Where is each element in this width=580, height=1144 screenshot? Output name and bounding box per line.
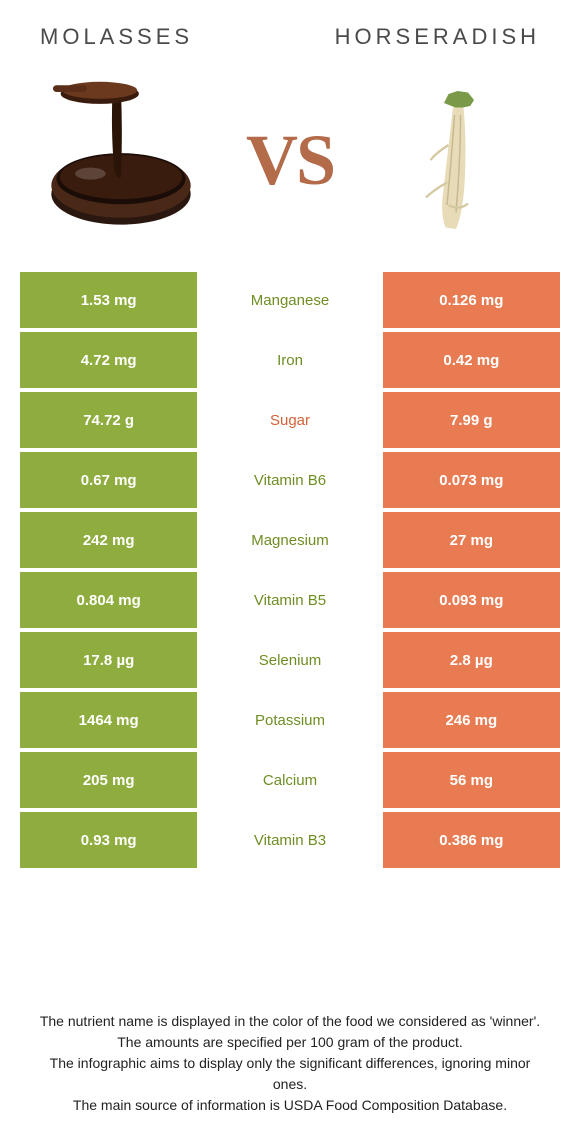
left-value: 4.72 mg	[20, 332, 197, 388]
vs-label: VS	[246, 124, 334, 196]
right-value: 0.386 mg	[383, 812, 560, 868]
left-value: 17.8 µg	[20, 632, 197, 688]
left-value: 0.804 mg	[20, 572, 197, 628]
nutrient-label: Potassium	[201, 692, 378, 748]
left-value: 205 mg	[20, 752, 197, 808]
right-value: 0.073 mg	[383, 452, 560, 508]
left-value: 0.67 mg	[20, 452, 197, 508]
footer-line-2: The amounts are specified per 100 gram o…	[34, 1032, 546, 1053]
left-value: 1464 mg	[20, 692, 197, 748]
right-food-title: Horseradish	[335, 24, 540, 50]
nutrient-label: Vitamin B5	[201, 572, 378, 628]
nutrient-label: Vitamin B6	[201, 452, 378, 508]
right-value: 0.126 mg	[383, 272, 560, 328]
right-value: 56 mg	[383, 752, 560, 808]
footer-notes: The nutrient name is displayed in the co…	[0, 1011, 580, 1116]
table-row: 1.53 mgManganese0.126 mg	[20, 272, 560, 328]
molasses-image	[26, 70, 216, 250]
table-row: 1464 mgPotassium246 mg	[20, 692, 560, 748]
right-value: 0.42 mg	[383, 332, 560, 388]
footer-line-3: The infographic aims to display only the…	[34, 1053, 546, 1095]
left-value: 1.53 mg	[20, 272, 197, 328]
nutrient-label: Vitamin B3	[201, 812, 378, 868]
table-row: 74.72 gSugar7.99 g	[20, 392, 560, 448]
table-row: 205 mgCalcium56 mg	[20, 752, 560, 808]
footer-line-1: The nutrient name is displayed in the co…	[34, 1011, 546, 1032]
nutrient-label: Iron	[201, 332, 378, 388]
table-row: 242 mgMagnesium27 mg	[20, 512, 560, 568]
header-row: Molasses Horseradish	[0, 0, 580, 62]
comparison-table: 1.53 mgManganese0.126 mg4.72 mgIron0.42 …	[20, 272, 560, 868]
images-row: VS	[0, 62, 580, 272]
nutrient-label: Sugar	[201, 392, 378, 448]
nutrient-label: Selenium	[201, 632, 378, 688]
right-value: 7.99 g	[383, 392, 560, 448]
table-row: 17.8 µgSelenium2.8 µg	[20, 632, 560, 688]
horseradish-image	[364, 70, 554, 250]
nutrient-label: Manganese	[201, 272, 378, 328]
left-value: 0.93 mg	[20, 812, 197, 868]
right-value: 246 mg	[383, 692, 560, 748]
right-value: 0.093 mg	[383, 572, 560, 628]
right-value: 27 mg	[383, 512, 560, 568]
table-row: 0.804 mgVitamin B50.093 mg	[20, 572, 560, 628]
left-value: 242 mg	[20, 512, 197, 568]
footer-line-4: The main source of information is USDA F…	[34, 1095, 546, 1116]
table-row: 0.67 mgVitamin B60.073 mg	[20, 452, 560, 508]
nutrient-label: Magnesium	[201, 512, 378, 568]
left-value: 74.72 g	[20, 392, 197, 448]
table-row: 0.93 mgVitamin B30.386 mg	[20, 812, 560, 868]
nutrient-label: Calcium	[201, 752, 378, 808]
right-value: 2.8 µg	[383, 632, 560, 688]
table-row: 4.72 mgIron0.42 mg	[20, 332, 560, 388]
left-food-title: Molasses	[40, 24, 193, 50]
